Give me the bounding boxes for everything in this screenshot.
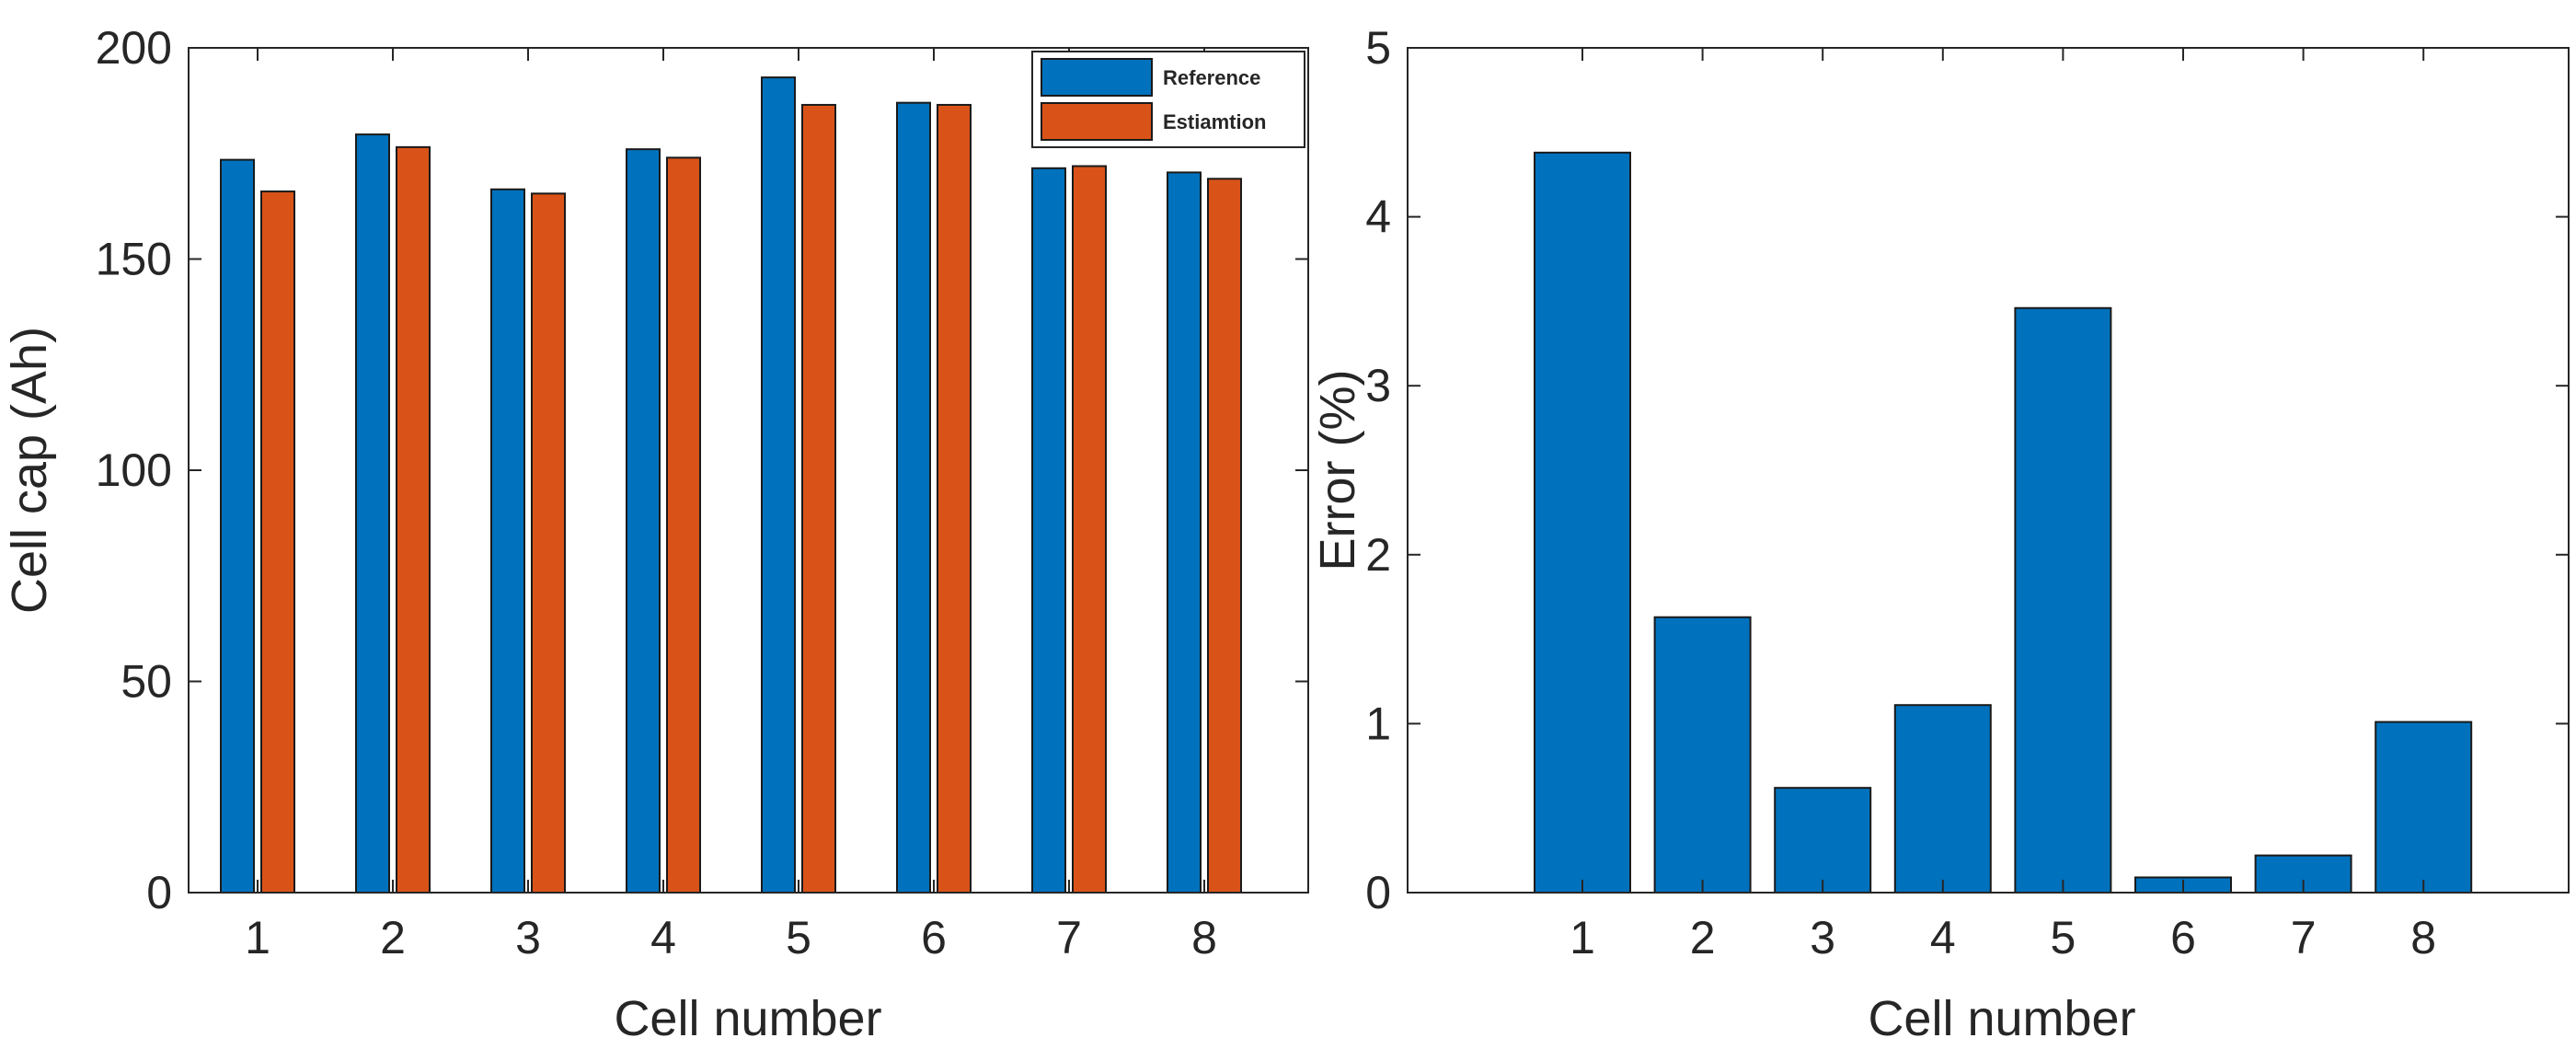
capacity-x-axis-title: Cell number <box>614 991 881 1046</box>
error-bar-error-1 <box>1534 151 1631 894</box>
capacity-x-tick-label: 8 <box>1191 912 1217 963</box>
capacity-y-tick-label: 200 <box>96 22 172 74</box>
capacity-bar-estiamtion-3 <box>531 192 566 894</box>
capacity-bar-estiamtion-6 <box>937 103 972 894</box>
capacity-bar-estiamtion-1 <box>260 190 295 894</box>
capacity-y-axis-title: Cell cap (Ah) <box>2 327 57 614</box>
error-x-tick-label: 3 <box>1810 912 1835 963</box>
capacity-bar-estiamtion-5 <box>801 103 836 894</box>
legend-swatch-estiamtion <box>1041 102 1153 141</box>
capacity-x-tick-label: 5 <box>786 912 811 963</box>
legend-label-estiamtion: Estiamtion <box>1163 110 1266 133</box>
capacity-x-tick-label: 1 <box>245 912 270 963</box>
error-bar-error-3 <box>1774 787 1872 894</box>
capacity-bar-reference-3 <box>490 188 525 894</box>
error-y-tick-label: 0 <box>1365 867 1391 918</box>
capacity-bar-estiamtion-7 <box>1072 165 1107 894</box>
error-axes-box <box>1407 47 2570 894</box>
error-bar-error-5 <box>2014 306 2112 894</box>
error-x-tick-label: 2 <box>1690 912 1716 963</box>
error-y-tick-label: 5 <box>1365 22 1391 74</box>
legend-swatch-reference <box>1041 58 1153 97</box>
capacity-legend: Reference Estiamtion <box>1031 51 1305 148</box>
capacity-bar-reference-6 <box>896 101 931 894</box>
capacity-y-tick-label: 100 <box>96 444 172 496</box>
capacity-bar-reference-7 <box>1031 167 1066 894</box>
capacity-bar-reference-1 <box>220 158 255 894</box>
capacity-y-tick-label: 50 <box>121 656 172 708</box>
capacity-bar-reference-8 <box>1167 171 1202 894</box>
error-bar-error-8 <box>2375 721 2473 894</box>
capacity-x-tick-label: 7 <box>1056 912 1082 963</box>
capacity-y-tick-label: 0 <box>146 867 172 918</box>
capacity-bar-reference-4 <box>626 148 661 894</box>
error-chart: 0 1 2 3 4 5 1 2 3 4 5 6 7 8 Cell number Error (%) <box>1310 22 2570 1046</box>
capacity-x-tick-label: 4 <box>650 912 676 963</box>
error-bar-error-4 <box>1893 704 1992 894</box>
capacity-bar-reference-2 <box>355 133 390 894</box>
error-y-tick-label: 4 <box>1365 191 1391 243</box>
error-bar-error-2 <box>1653 616 1752 894</box>
capacity-chart: 0 50 100 150 200 1 2 3 4 5 6 7 8 Reference Estiamtion… <box>2 22 1309 1046</box>
error-x-axis-title: Cell number <box>1868 991 2135 1046</box>
error-x-tick-label: 6 <box>2170 912 2196 963</box>
legend-label-reference: Reference <box>1163 66 1260 89</box>
capacity-x-tick-label: 2 <box>380 912 406 963</box>
capacity-bar-estiamtion-4 <box>666 156 701 894</box>
error-y-tick-label: 2 <box>1365 529 1391 581</box>
error-x-tick-label: 8 <box>2410 912 2436 963</box>
error-y-axis-title: Error (%) <box>1310 370 1365 571</box>
error-x-tick-label: 1 <box>1570 912 1595 963</box>
capacity-x-tick-label: 3 <box>515 912 541 963</box>
error-y-tick-label: 3 <box>1365 360 1391 411</box>
error-x-tick-label: 5 <box>2050 912 2076 963</box>
capacity-bar-reference-5 <box>761 76 796 894</box>
error-x-tick-label: 4 <box>1930 912 1956 963</box>
capacity-bar-estiamtion-2 <box>396 145 431 894</box>
error-y-tick-label: 1 <box>1365 698 1391 749</box>
capacity-bar-estiamtion-8 <box>1207 178 1242 894</box>
error-x-tick-label: 7 <box>2291 912 2317 963</box>
capacity-x-tick-label: 6 <box>921 912 947 963</box>
capacity-y-tick-label: 150 <box>96 234 172 285</box>
